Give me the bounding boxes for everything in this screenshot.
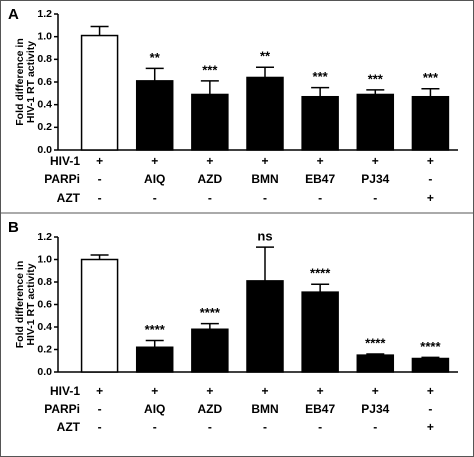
significance-label: *** (313, 69, 329, 84)
condition-cell: - (208, 420, 212, 434)
condition-cell: + (427, 191, 434, 205)
significance-label: **** (310, 266, 331, 281)
significance-label: **** (145, 322, 166, 337)
condition-cell: PJ34 (361, 402, 389, 416)
y-tick-label: 0.4 (37, 98, 52, 110)
bar (411, 95, 450, 151)
y-tick-label: 0.4 (37, 321, 52, 333)
significance-label: ns (257, 229, 272, 244)
condition-cell: + (206, 154, 213, 168)
condition-cell: + (206, 384, 213, 398)
y-tick-label: 0.2 (37, 343, 52, 355)
condition-cell: + (317, 384, 324, 398)
condition-cell: + (151, 154, 158, 168)
y-tick-label: 1.2 (37, 8, 52, 20)
bar (191, 93, 229, 151)
y-axis-label: Fold difference in (14, 38, 26, 126)
significance-label: **** (200, 305, 221, 320)
bar (191, 328, 229, 373)
condition-cell: - (98, 172, 102, 186)
condition-cell: EB47 (305, 172, 335, 186)
condition-cell: + (372, 154, 379, 168)
condition-name: AZT (57, 191, 81, 205)
condition-cell: + (96, 154, 103, 168)
bar (135, 346, 174, 373)
condition-cell: + (372, 384, 379, 398)
panel-label: B (8, 219, 19, 236)
y-tick-label: 0.8 (37, 53, 52, 65)
condition-cell: AIQ (144, 402, 165, 416)
condition-cell: + (427, 154, 434, 168)
y-tick-label: 0.6 (37, 76, 52, 88)
condition-cell: + (261, 154, 268, 168)
y-tick-label: 1.2 (37, 231, 52, 243)
bar (246, 76, 284, 151)
condition-cell: - (263, 191, 267, 205)
bar (80, 258, 119, 373)
significance-label: **** (365, 335, 386, 350)
condition-name: PARPi (44, 172, 80, 186)
significance-label: *** (202, 62, 218, 77)
condition-cell: - (318, 420, 322, 434)
significance-label: ** (150, 50, 161, 65)
bar (411, 357, 450, 373)
condition-cell: + (427, 384, 434, 398)
y-axis-label: HIV-1 RT activity (25, 41, 37, 123)
y-tick-label: 0.8 (37, 276, 52, 288)
bar (356, 93, 395, 151)
condition-cell: BMN (251, 402, 278, 416)
y-tick-label: 0.6 (37, 298, 52, 310)
condition-cell: - (98, 191, 102, 205)
condition-cell: - (428, 172, 432, 186)
condition-cell: EB47 (305, 402, 335, 416)
bar (301, 95, 339, 151)
condition-name: HIV-1 (50, 154, 80, 168)
condition-cell: - (373, 191, 377, 205)
bar (80, 34, 119, 151)
condition-cell: AZD (198, 402, 223, 416)
condition-cell: + (96, 384, 103, 398)
condition-cell: - (153, 191, 157, 205)
condition-cell: - (428, 402, 432, 416)
condition-cell: + (261, 384, 268, 398)
bar (135, 80, 174, 151)
condition-cell: + (427, 420, 434, 434)
condition-cell: AZD (198, 172, 223, 186)
condition-cell: BMN (251, 172, 278, 186)
significance-label: ** (260, 49, 271, 64)
condition-cell: - (318, 191, 322, 205)
significance-label: *** (368, 71, 384, 86)
y-tick-label: 0.0 (37, 366, 52, 378)
significance-label: *** (423, 70, 439, 85)
condition-cell: - (98, 402, 102, 416)
y-axis-label: HIV-1 RT activity (25, 263, 37, 345)
condition-cell: - (263, 420, 267, 434)
condition-cell: - (98, 420, 102, 434)
y-tick-label: 0.0 (37, 144, 52, 156)
y-tick-label: 1.0 (37, 30, 52, 42)
condition-name: AZT (57, 420, 81, 434)
condition-name: PARPi (44, 402, 80, 416)
bar (301, 291, 339, 373)
bar (356, 354, 395, 373)
y-tick-label: 1.0 (37, 253, 52, 265)
bar (246, 280, 284, 373)
panel-label: A (8, 6, 19, 23)
condition-cell: - (373, 420, 377, 434)
condition-cell: - (208, 191, 212, 205)
condition-cell: + (317, 154, 324, 168)
condition-name: HIV-1 (50, 384, 80, 398)
condition-cell: - (153, 420, 157, 434)
y-tick-label: 0.2 (37, 121, 52, 133)
condition-cell: AIQ (144, 172, 165, 186)
significance-label: **** (420, 339, 441, 354)
condition-cell: + (151, 384, 158, 398)
y-axis-label: Fold difference in (14, 261, 26, 349)
condition-cell: PJ34 (361, 172, 389, 186)
